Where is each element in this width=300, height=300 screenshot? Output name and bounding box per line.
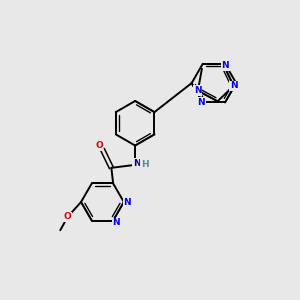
Text: N: N — [133, 159, 140, 168]
Text: N: N — [197, 98, 205, 107]
Text: O: O — [64, 212, 71, 221]
Text: N: N — [112, 218, 120, 227]
Text: N: N — [230, 81, 238, 90]
Text: N: N — [221, 61, 229, 70]
Text: N: N — [124, 197, 131, 206]
Text: N: N — [194, 86, 202, 95]
Text: H: H — [141, 160, 148, 169]
Text: O: O — [95, 141, 103, 150]
